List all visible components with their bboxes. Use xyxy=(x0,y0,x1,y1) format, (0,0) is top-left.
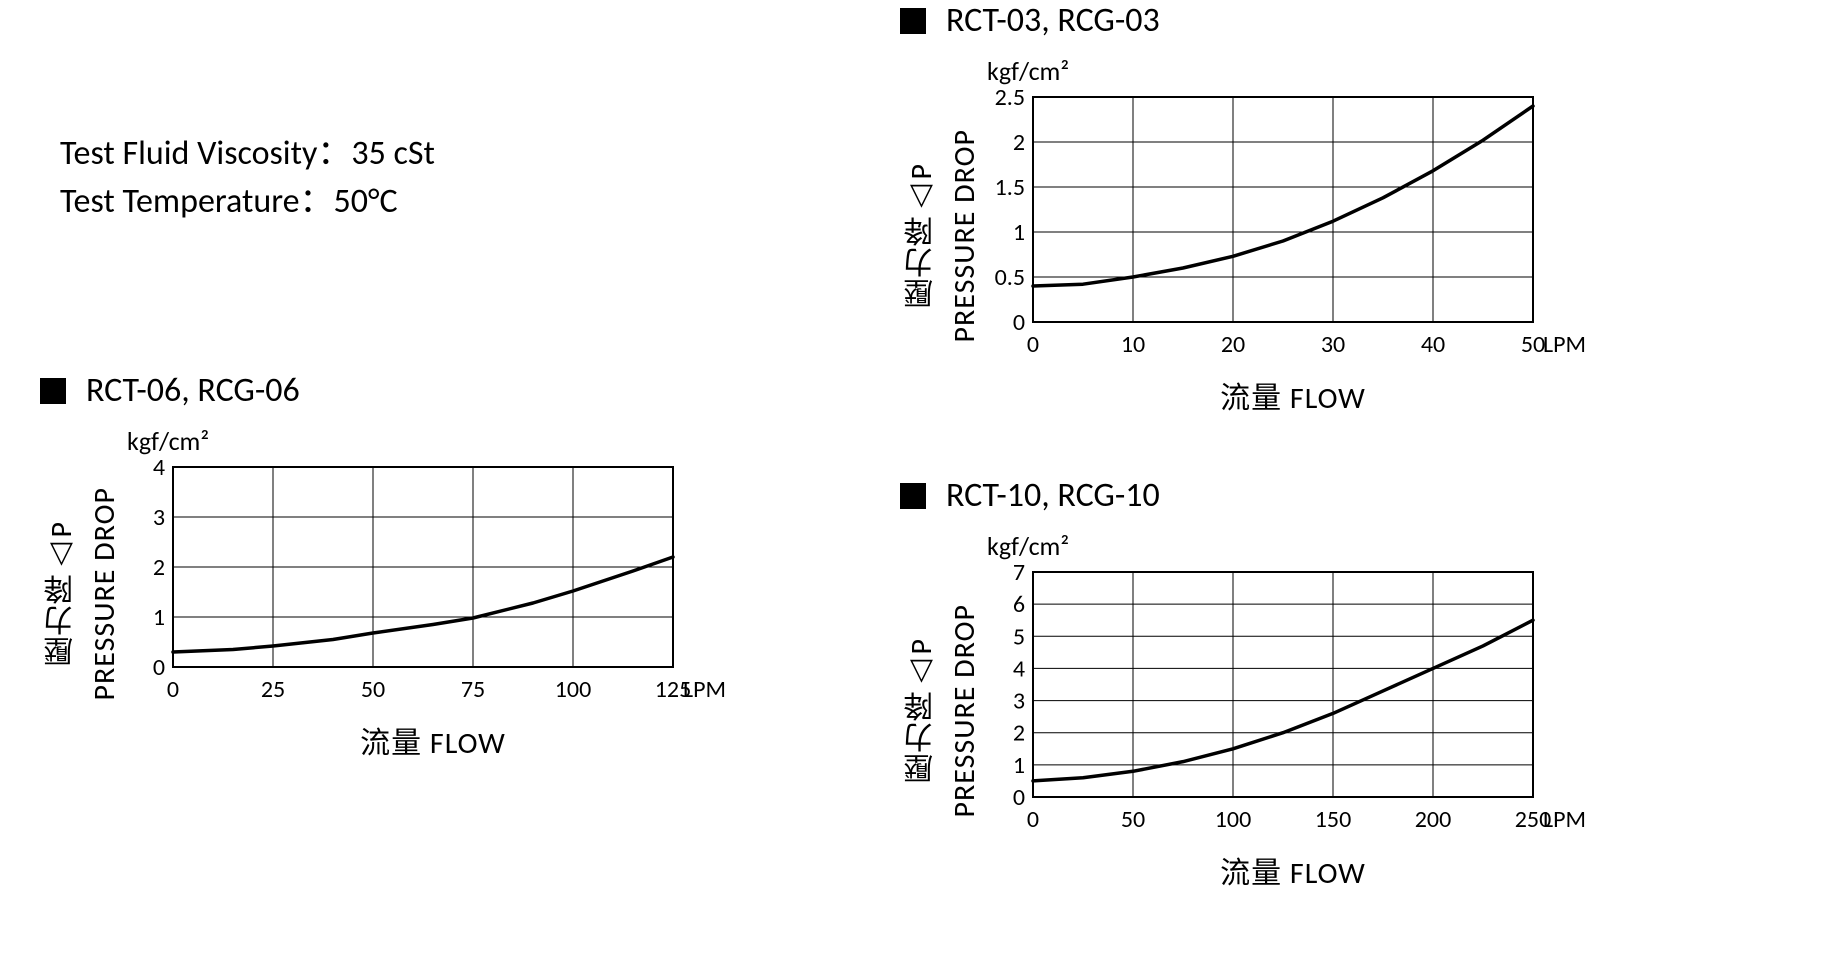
svg-text:2: 2 xyxy=(1013,719,1025,748)
svg-text:1: 1 xyxy=(153,603,165,632)
svg-text:40: 40 xyxy=(1421,330,1445,359)
chart-rct-06: RCT-06, RCG-06 壓力降△P PRESSURE DROP kgf/c… xyxy=(40,370,743,762)
chart-title-03-label: RCT-03, RCG-03 xyxy=(946,0,1160,41)
square-bullet-icon xyxy=(40,378,66,404)
viscosity-text: Test Fluid Viscosity：35 cSt xyxy=(60,130,435,178)
svg-text:0: 0 xyxy=(1027,330,1039,359)
chart-title-10: RCT-10, RCG-10 xyxy=(900,475,1603,516)
svg-text:3: 3 xyxy=(153,503,165,532)
svg-text:50: 50 xyxy=(1521,330,1545,359)
svg-text:4: 4 xyxy=(1013,654,1025,683)
square-bullet-icon xyxy=(900,483,926,509)
svg-text:75: 75 xyxy=(461,675,485,704)
svg-text:2.5: 2.5 xyxy=(995,89,1025,112)
y-axis-label-10: 壓力降△P xyxy=(900,638,944,784)
svg-text:100: 100 xyxy=(555,675,592,704)
svg-text:LPM: LPM xyxy=(683,675,726,704)
chart-title-10-label: RCT-10, RCG-10 xyxy=(946,475,1160,516)
y-unit-10: kgf/cm² xyxy=(987,530,1603,562)
chart-svg-03: 0 0.5 1 1.5 2 2.5 0 10 20 30 40 50LPM xyxy=(983,89,1603,362)
svg-text:150: 150 xyxy=(1315,805,1352,834)
y-axis-label-06: 壓力降△P xyxy=(40,521,84,667)
svg-text:0: 0 xyxy=(167,675,179,704)
svg-text:1: 1 xyxy=(1013,218,1025,247)
svg-text:200: 200 xyxy=(1415,805,1452,834)
svg-text:0: 0 xyxy=(1027,805,1039,834)
page: Test Fluid Viscosity：35 cSt Test Tempera… xyxy=(0,0,1826,970)
svg-text:7: 7 xyxy=(1013,564,1025,587)
x-axis-label-03: 流量 FLOW xyxy=(983,373,1603,417)
svg-text:2: 2 xyxy=(153,553,165,582)
chart-rct-03: RCT-03, RCG-03 壓力降△P PRESSURE DROP kgf/c… xyxy=(900,0,1603,417)
test-conditions: Test Fluid Viscosity：35 cSt Test Tempera… xyxy=(60,130,435,225)
svg-text:4: 4 xyxy=(153,459,165,482)
svg-text:10: 10 xyxy=(1121,330,1145,359)
y-axis-label-en-10: PRESSURE DROP xyxy=(946,604,983,818)
square-bullet-icon xyxy=(900,8,926,34)
svg-text:2: 2 xyxy=(1013,128,1025,157)
svg-text:LPM: LPM xyxy=(1543,805,1586,834)
svg-text:0: 0 xyxy=(1013,783,1025,812)
y-unit-03: kgf/cm² xyxy=(987,55,1603,87)
temperature-text: Test Temperature：50°C xyxy=(60,178,435,226)
svg-text:1.5: 1.5 xyxy=(995,173,1025,202)
svg-text:50: 50 xyxy=(361,675,385,704)
chart-title-06: RCT-06, RCG-06 xyxy=(40,370,743,411)
svg-text:0: 0 xyxy=(153,653,165,682)
chart-title-03: RCT-03, RCG-03 xyxy=(900,0,1603,41)
svg-text:25: 25 xyxy=(261,675,285,704)
chart-rct-10: RCT-10, RCG-10 壓力降△P PRESSURE DROP kgf/c… xyxy=(900,475,1603,892)
svg-text:100: 100 xyxy=(1215,805,1252,834)
chart-svg-10: 01234567050100150200250LPM xyxy=(983,564,1603,837)
chart-svg-06: 012340255075100125LPM xyxy=(123,459,743,707)
svg-text:50: 50 xyxy=(1121,805,1145,834)
svg-text:30: 30 xyxy=(1321,330,1345,359)
svg-text:20: 20 xyxy=(1221,330,1245,359)
y-unit-06: kgf/cm² xyxy=(127,425,743,457)
svg-text:5: 5 xyxy=(1013,622,1025,651)
x-axis-label-06: 流量 FLOW xyxy=(123,718,743,762)
svg-text:3: 3 xyxy=(1013,687,1025,716)
svg-text:0: 0 xyxy=(1013,308,1025,337)
svg-text:LPM: LPM xyxy=(1543,330,1586,359)
x-axis-label-10: 流量 FLOW xyxy=(983,848,1603,892)
y-axis-label-en-03: PRESSURE DROP xyxy=(946,129,983,343)
y-axis-label-03: 壓力降△P xyxy=(900,163,944,309)
svg-text:0.5: 0.5 xyxy=(995,263,1025,292)
chart-title-06-label: RCT-06, RCG-06 xyxy=(86,370,300,411)
svg-text:6: 6 xyxy=(1013,590,1025,619)
y-axis-label-en-06: PRESSURE DROP xyxy=(86,487,123,701)
svg-text:1: 1 xyxy=(1013,751,1025,780)
